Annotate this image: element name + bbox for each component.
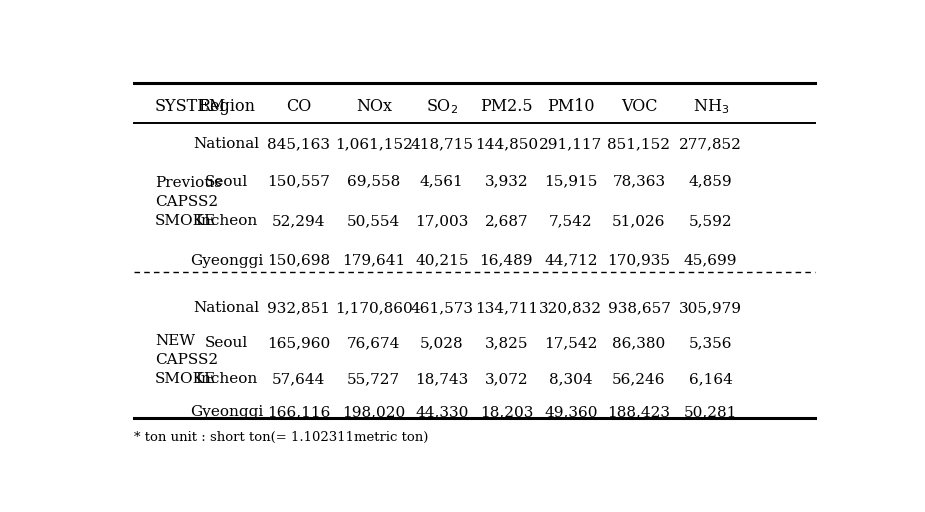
Text: 150,698: 150,698 bbox=[267, 253, 330, 268]
Text: Incheon: Incheon bbox=[195, 214, 258, 228]
Text: * ton unit : short ton(= 1.102311metric ton): * ton unit : short ton(= 1.102311metric … bbox=[133, 432, 428, 444]
Text: PM2.5: PM2.5 bbox=[480, 98, 533, 115]
Text: 150,557: 150,557 bbox=[267, 175, 330, 189]
Text: 845,163: 845,163 bbox=[267, 137, 330, 151]
Text: 76,674: 76,674 bbox=[347, 336, 401, 350]
Text: 3,932: 3,932 bbox=[485, 175, 528, 189]
Text: NH$_3$: NH$_3$ bbox=[693, 97, 729, 116]
Text: 5,592: 5,592 bbox=[689, 214, 733, 228]
Text: 5,028: 5,028 bbox=[420, 336, 463, 350]
Text: Seoul: Seoul bbox=[205, 336, 249, 350]
Text: 1,061,152: 1,061,152 bbox=[335, 137, 413, 151]
Text: 44,330: 44,330 bbox=[415, 406, 468, 419]
Text: VOC: VOC bbox=[621, 98, 657, 115]
Text: 69,558: 69,558 bbox=[347, 175, 401, 189]
Text: 277,852: 277,852 bbox=[679, 137, 742, 151]
Text: 179,641: 179,641 bbox=[342, 253, 405, 268]
Text: Gyeonggi: Gyeonggi bbox=[191, 406, 264, 419]
Text: 320,832: 320,832 bbox=[539, 301, 602, 315]
Text: 4,859: 4,859 bbox=[689, 175, 733, 189]
Text: 17,542: 17,542 bbox=[544, 336, 598, 350]
Text: 16,489: 16,489 bbox=[479, 253, 533, 268]
Text: 55,727: 55,727 bbox=[347, 372, 401, 386]
Text: Seoul: Seoul bbox=[205, 175, 249, 189]
Text: NEW
CAPSS2
SMOKE: NEW CAPSS2 SMOKE bbox=[155, 334, 218, 386]
Text: 4,561: 4,561 bbox=[420, 175, 463, 189]
Text: 932,851: 932,851 bbox=[267, 301, 330, 315]
Text: 44,712: 44,712 bbox=[544, 253, 598, 268]
Text: 1,170,860: 1,170,860 bbox=[335, 301, 413, 315]
Text: SYSTEM: SYSTEM bbox=[155, 98, 227, 115]
Text: 198,020: 198,020 bbox=[342, 406, 405, 419]
Text: 165,960: 165,960 bbox=[266, 336, 330, 350]
Text: PM10: PM10 bbox=[547, 98, 595, 115]
Text: 57,644: 57,644 bbox=[272, 372, 325, 386]
Text: 15,915: 15,915 bbox=[544, 175, 598, 189]
Text: 18,743: 18,743 bbox=[415, 372, 468, 386]
Text: 3,825: 3,825 bbox=[485, 336, 528, 350]
Text: National: National bbox=[193, 137, 260, 151]
Text: 170,935: 170,935 bbox=[608, 253, 671, 268]
Text: Region: Region bbox=[198, 98, 255, 115]
Text: 56,246: 56,246 bbox=[612, 372, 666, 386]
Text: 50,554: 50,554 bbox=[347, 214, 401, 228]
Text: 86,380: 86,380 bbox=[612, 336, 666, 350]
Text: 461,573: 461,573 bbox=[411, 301, 474, 315]
Text: Gyeonggi: Gyeonggi bbox=[191, 253, 264, 268]
Text: 17,003: 17,003 bbox=[415, 214, 468, 228]
Text: CO: CO bbox=[286, 98, 311, 115]
Text: NOx: NOx bbox=[356, 98, 391, 115]
Text: 144,850: 144,850 bbox=[475, 137, 537, 151]
Text: 188,423: 188,423 bbox=[608, 406, 671, 419]
Text: 7,542: 7,542 bbox=[549, 214, 593, 228]
Text: 40,215: 40,215 bbox=[415, 253, 469, 268]
Text: 8,304: 8,304 bbox=[549, 372, 593, 386]
Text: 418,715: 418,715 bbox=[411, 137, 474, 151]
Text: 305,979: 305,979 bbox=[679, 301, 742, 315]
Text: National: National bbox=[193, 301, 260, 315]
Text: 2,687: 2,687 bbox=[485, 214, 528, 228]
Text: 6,164: 6,164 bbox=[689, 372, 733, 386]
Text: 166,116: 166,116 bbox=[266, 406, 330, 419]
Text: SO$_2$: SO$_2$ bbox=[426, 97, 458, 116]
Text: 45,699: 45,699 bbox=[684, 253, 737, 268]
Text: 78,363: 78,363 bbox=[612, 175, 665, 189]
Text: 5,356: 5,356 bbox=[689, 336, 733, 350]
Text: 291,117: 291,117 bbox=[539, 137, 602, 151]
Text: 51,026: 51,026 bbox=[612, 214, 666, 228]
Text: 52,294: 52,294 bbox=[272, 214, 326, 228]
Text: Incheon: Incheon bbox=[195, 372, 258, 386]
Text: 134,711: 134,711 bbox=[475, 301, 537, 315]
Text: Previous
CAPSS2
SMOKE: Previous CAPSS2 SMOKE bbox=[155, 177, 222, 228]
Text: 851,152: 851,152 bbox=[608, 137, 671, 151]
Text: 50,281: 50,281 bbox=[684, 406, 737, 419]
Text: 938,657: 938,657 bbox=[608, 301, 671, 315]
Text: 18,203: 18,203 bbox=[480, 406, 533, 419]
Text: 49,360: 49,360 bbox=[544, 406, 598, 419]
Text: 3,072: 3,072 bbox=[485, 372, 528, 386]
